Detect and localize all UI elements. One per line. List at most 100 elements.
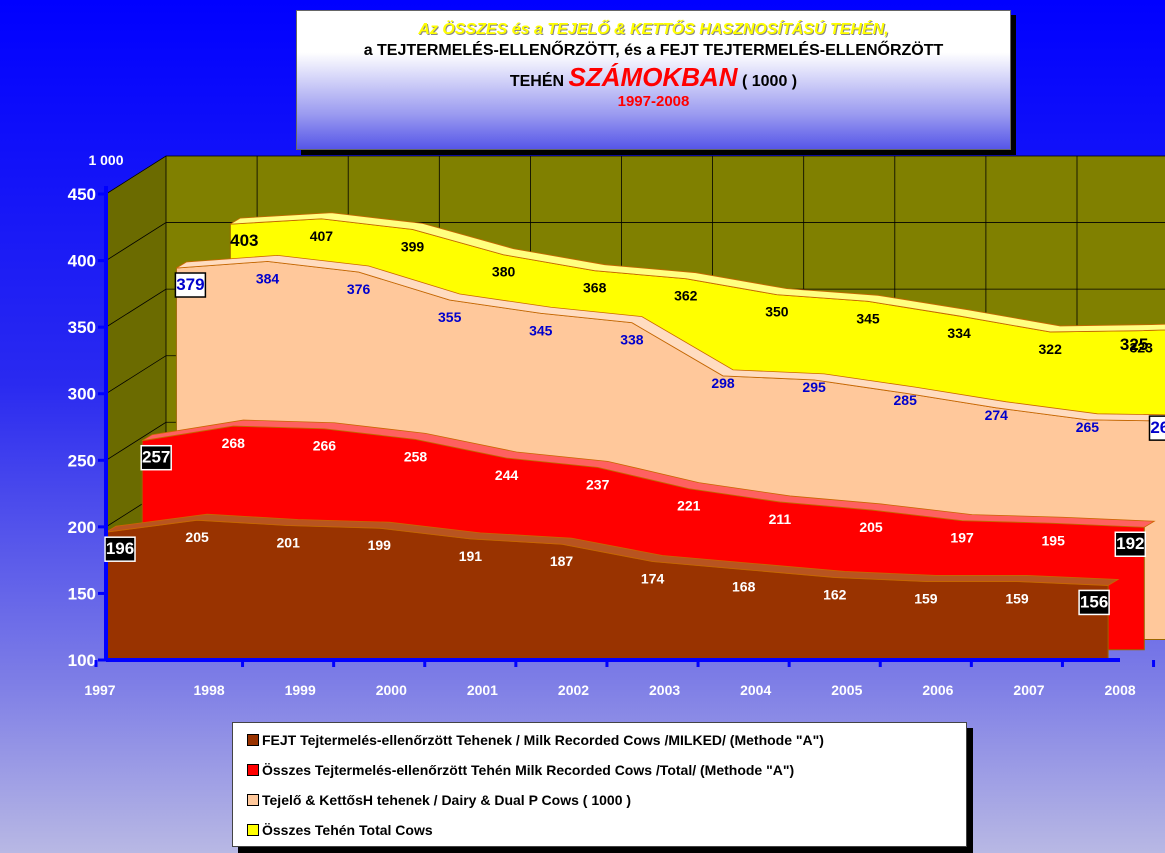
x-tick-label-1999: 1999 bbox=[285, 682, 316, 698]
data-label-total-2002: 362 bbox=[674, 288, 698, 304]
legend-label-milked: FEJT Tejtermelés-ellenőrzött Tehenek / M… bbox=[262, 732, 824, 748]
data-label-dairy-2002: 338 bbox=[620, 332, 644, 348]
data-label-recorded-1997: 257 bbox=[142, 448, 170, 467]
data-label-total-2004: 345 bbox=[856, 310, 880, 326]
data-label-recorded-2003: 221 bbox=[677, 498, 701, 514]
legend-label-recorded: Összes Tejtermelés-ellenőrzött Tehén Mil… bbox=[262, 762, 795, 778]
data-label-total-2005: 334 bbox=[947, 325, 971, 341]
x-tick-label-2001: 2001 bbox=[467, 682, 498, 698]
y-tick-label-350: 350 bbox=[68, 318, 96, 337]
data-label-milked-2003: 174 bbox=[641, 570, 665, 586]
data-label-dairy-2001: 345 bbox=[529, 322, 553, 338]
data-label-total-1998: 407 bbox=[310, 228, 334, 244]
title-line-1: Az ÖSSZES és a TEJELŐ & KETTŐS HASZNOSÍT… bbox=[418, 21, 889, 38]
legend-item-recorded: Összes Tejtermelés-ellenőrzött Tehén Mil… bbox=[247, 762, 794, 778]
legend: FEJT Tejtermelés-ellenőrzött Tehenek / M… bbox=[232, 722, 967, 847]
y-tick-label-300: 300 bbox=[68, 385, 96, 404]
area-top-total bbox=[230, 212, 1165, 333]
x-tick-label-1998: 1998 bbox=[194, 682, 225, 698]
data-label-dairy-1998: 384 bbox=[256, 270, 280, 286]
legend-swatch-dairy bbox=[247, 794, 259, 806]
label-box-milked-1997 bbox=[104, 536, 136, 562]
data-label-milked-2001: 191 bbox=[459, 548, 483, 564]
data-label-recorded-2004: 211 bbox=[769, 511, 792, 527]
data-label-total-1999: 399 bbox=[401, 238, 425, 254]
legend-item-milked: FEJT Tejtermelés-ellenőrzött Tehenek / M… bbox=[247, 732, 824, 748]
label-box-dairy-1997 bbox=[174, 272, 207, 298]
data-label-milked-2000: 199 bbox=[368, 537, 392, 553]
data-label-dairy-2006: 274 bbox=[985, 407, 1009, 423]
title-line-3: TEHÉN SZÁMOKBAN ( 1000 ) bbox=[297, 62, 1010, 93]
data-label-recorded-1998: 268 bbox=[222, 435, 246, 451]
area-top-milked bbox=[105, 513, 1120, 586]
x-tick-label-2005: 2005 bbox=[831, 682, 862, 698]
data-label-dairy-2004: 295 bbox=[802, 379, 826, 395]
data-label-dairy-2007: 265 bbox=[1076, 419, 1100, 435]
data-label-total-1997: 403 bbox=[230, 231, 258, 250]
data-label-milked-2006: 159 bbox=[914, 590, 938, 606]
legend-item-total: Összes Tehén Total Cows bbox=[247, 822, 433, 838]
x-tick-label-2002: 2002 bbox=[558, 682, 589, 698]
data-label-total-2006: 322 bbox=[1039, 341, 1063, 357]
chart-title-box: Az ÖSSZES és a TEJELŐ & KETTŐS HASZNOSÍT… bbox=[296, 10, 1011, 150]
data-label-dairy-2005: 285 bbox=[894, 392, 918, 408]
data-label-recorded-1999: 266 bbox=[313, 438, 337, 454]
x-tick-label-1997: 1997 bbox=[84, 682, 115, 698]
data-label-recorded-2008: 192 bbox=[1116, 534, 1144, 553]
data-label-milked-2005: 162 bbox=[823, 586, 847, 602]
y-tick-label-400: 400 bbox=[68, 252, 96, 271]
data-label-dairy-2008: 264 bbox=[1150, 418, 1165, 437]
data-label-total-2001: 368 bbox=[583, 280, 607, 296]
x-tick-label-2006: 2006 bbox=[922, 682, 953, 698]
data-label-total-2003: 350 bbox=[765, 304, 789, 320]
data-label-total-2007: 323 bbox=[1130, 340, 1154, 356]
x-tick-label-2007: 2007 bbox=[1013, 682, 1044, 698]
data-label-milked-2008: 156 bbox=[1080, 592, 1108, 611]
x-tick-label-2004: 2004 bbox=[740, 682, 771, 698]
legend-label-dairy: Tejelő & KettősH tehenek / Dairy & Dual … bbox=[262, 792, 632, 808]
legend-item-dairy: Tejelő & KettősH tehenek / Dairy & Dual … bbox=[247, 792, 631, 808]
title-line-2: a TEJTERMELÉS-ELLENŐRZÖTT, és a FEJT TEJ… bbox=[363, 42, 944, 59]
data-label-recorded-2007: 195 bbox=[1042, 532, 1066, 548]
data-label-milked-1997: 196 bbox=[106, 539, 134, 558]
data-label-recorded-2001: 244 bbox=[495, 467, 519, 483]
data-label-recorded-2006: 197 bbox=[950, 530, 974, 546]
title-line-3c: ( 1000 ) bbox=[737, 73, 798, 90]
data-label-recorded-2002: 237 bbox=[586, 476, 610, 492]
data-label-milked-1998: 205 bbox=[185, 529, 209, 545]
data-label-milked-2002: 187 bbox=[550, 553, 574, 569]
data-label-milked-2004: 168 bbox=[732, 578, 756, 594]
data-label-milked-2007: 159 bbox=[1005, 590, 1029, 606]
x-tick-label-2003: 2003 bbox=[649, 682, 680, 698]
data-label-dairy-1997: 379 bbox=[176, 275, 204, 294]
y-tick-label-250: 250 bbox=[68, 451, 96, 470]
label-box-milked-2008 bbox=[1078, 589, 1110, 616]
data-label-total-2008: 325 bbox=[1120, 335, 1148, 354]
data-label-milked-1999: 201 bbox=[277, 535, 301, 551]
title-line-3a: TEHÉN bbox=[509, 73, 569, 90]
x-tick-label-2008: 2008 bbox=[1105, 682, 1136, 698]
label-box-recorded-2008 bbox=[1114, 531, 1147, 557]
y-tick-label-150: 150 bbox=[68, 584, 96, 603]
data-label-dairy-2000: 355 bbox=[438, 309, 462, 325]
legend-swatch-milked bbox=[247, 734, 259, 746]
title-years: 1997-2008 bbox=[617, 93, 690, 110]
x-tick-label-2000: 2000 bbox=[376, 682, 407, 698]
y-tick-label-200: 200 bbox=[68, 518, 96, 537]
area-top-recorded bbox=[141, 419, 1156, 528]
title-highlight: SZÁMOKBAN bbox=[568, 62, 738, 92]
data-label-total-2000: 380 bbox=[492, 264, 516, 280]
y-tick-label-450: 450 bbox=[68, 185, 96, 204]
y-unit-label: 1 000 bbox=[88, 152, 123, 168]
data-label-recorded-2005: 205 bbox=[859, 519, 883, 535]
label-box-recorded-1997 bbox=[140, 444, 172, 471]
data-label-recorded-2000: 258 bbox=[404, 448, 428, 464]
y-tick-label-100: 100 bbox=[68, 651, 96, 670]
legend-swatch-recorded bbox=[247, 764, 259, 776]
data-label-dairy-2003: 298 bbox=[711, 375, 735, 391]
data-label-dairy-1999: 376 bbox=[347, 281, 371, 297]
area-top-dairy bbox=[176, 254, 1165, 422]
legend-label-total: Összes Tehén Total Cows bbox=[262, 822, 433, 838]
legend-swatch-total bbox=[247, 824, 259, 836]
